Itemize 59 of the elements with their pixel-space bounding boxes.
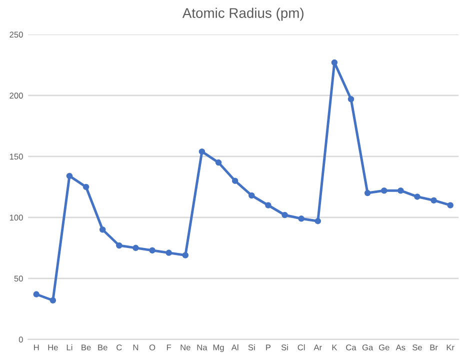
point bbox=[364, 190, 371, 196]
point bbox=[116, 242, 122, 249]
x-tick-label: Ga bbox=[362, 344, 374, 350]
y-tick-label: 0 bbox=[18, 336, 23, 343]
y-tick-label: 200 bbox=[10, 92, 23, 99]
x-tick-label: H bbox=[34, 344, 39, 350]
x-tick-label: Si bbox=[248, 344, 255, 350]
x-tick-label: Br bbox=[430, 344, 438, 350]
point bbox=[298, 216, 304, 222]
point bbox=[232, 178, 238, 184]
point bbox=[198, 148, 206, 155]
x-tick-label: Ge bbox=[378, 344, 390, 350]
point bbox=[348, 96, 354, 102]
y-tick-label: 50 bbox=[14, 276, 23, 282]
point bbox=[182, 252, 189, 258]
point bbox=[149, 247, 156, 254]
point bbox=[282, 212, 288, 218]
point bbox=[50, 297, 56, 304]
point bbox=[82, 184, 90, 190]
point bbox=[265, 202, 272, 208]
point bbox=[314, 218, 322, 224]
point bbox=[66, 172, 73, 180]
chart-title: Atomic Radius (pm) bbox=[182, 8, 304, 21]
point bbox=[447, 202, 454, 208]
x-tick-label: Al bbox=[231, 344, 238, 350]
y-tick-label: 150 bbox=[10, 154, 23, 160]
x-tick-label: N bbox=[133, 344, 138, 350]
x-tick-label: He bbox=[48, 344, 58, 350]
point bbox=[33, 291, 40, 298]
x-tick-label: Se bbox=[412, 344, 422, 350]
x-tick-label: K bbox=[332, 344, 338, 350]
x-tick-label: As bbox=[396, 344, 406, 350]
point bbox=[99, 226, 106, 233]
y-tick-label: 100 bbox=[10, 214, 23, 221]
x-tick-label: Mg bbox=[213, 344, 224, 352]
x-tick-label: C bbox=[116, 344, 122, 350]
x-tick-label: Cl bbox=[298, 344, 305, 350]
x-tick-label: Ar bbox=[314, 344, 322, 350]
point bbox=[414, 194, 420, 200]
point bbox=[215, 159, 222, 166]
x-tick-label: O bbox=[149, 344, 156, 350]
x-tick-label: F bbox=[166, 344, 172, 350]
point bbox=[430, 197, 437, 204]
point bbox=[380, 187, 388, 194]
x-tick-label: P bbox=[266, 344, 271, 350]
point bbox=[132, 244, 139, 252]
x-tick-label: Be bbox=[82, 344, 91, 350]
x-tick-label: Li bbox=[66, 344, 72, 350]
x-tick-label: Ne bbox=[180, 344, 190, 350]
x-tick-label: Na bbox=[197, 344, 208, 350]
x-tick-label: Be bbox=[98, 344, 108, 350]
y-tick-label: 250 bbox=[10, 32, 23, 38]
point bbox=[398, 187, 404, 194]
point bbox=[331, 59, 338, 66]
point bbox=[248, 192, 255, 199]
x-tick-label: Kr bbox=[446, 344, 454, 350]
point bbox=[166, 250, 172, 256]
x-tick-label: Ca bbox=[346, 344, 356, 350]
x-tick-label: Si bbox=[281, 344, 288, 350]
